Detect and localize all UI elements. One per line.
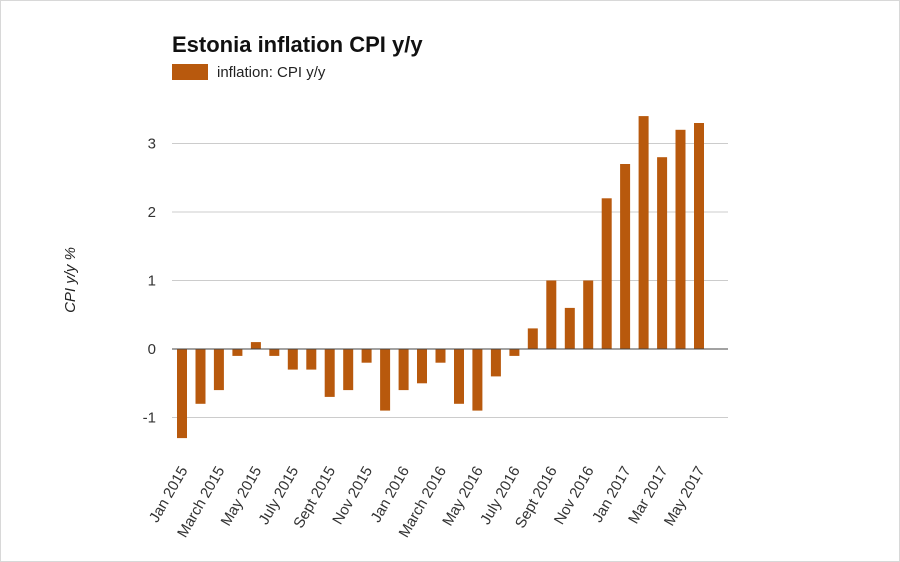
- bar: [324, 349, 335, 397]
- bar: [509, 349, 520, 356]
- bar: [287, 349, 298, 370]
- legend-label: inflation: CPI y/y: [217, 64, 326, 81]
- bar: [583, 280, 594, 349]
- y-tick-label: 1: [148, 273, 156, 290]
- bar: [361, 349, 372, 363]
- y-tick-label: 2: [148, 204, 156, 221]
- bar: [638, 116, 649, 349]
- bars: [177, 116, 704, 439]
- bar: [694, 123, 704, 349]
- bar: [490, 349, 501, 377]
- bar: [177, 349, 187, 439]
- bar: [306, 349, 317, 370]
- y-tick-label: 3: [148, 136, 156, 153]
- bar: [195, 349, 206, 404]
- bar: [527, 328, 538, 349]
- bar: [250, 342, 261, 349]
- chart-title: Estonia inflation CPI y/y: [172, 32, 423, 57]
- bar: [398, 349, 409, 391]
- y-tick-labels: -1 0 1 2 3: [143, 136, 156, 427]
- bar: [232, 349, 243, 356]
- bar: [454, 349, 464, 404]
- bar: [564, 307, 575, 349]
- bar: [343, 349, 354, 391]
- y-tick-label: 0: [148, 341, 156, 358]
- y-axis-label: CPI y/y %: [62, 247, 79, 313]
- bar: [601, 198, 612, 349]
- bar: [380, 349, 391, 411]
- gridlines: [172, 143, 728, 418]
- bar: [472, 349, 483, 411]
- bar: [269, 349, 280, 356]
- bar: [546, 280, 557, 349]
- bar: [417, 349, 427, 384]
- bar: [675, 129, 686, 349]
- legend-swatch: [172, 64, 208, 80]
- bar: [213, 349, 224, 391]
- bar: [435, 349, 446, 363]
- bar: [657, 157, 668, 349]
- y-tick-label: -1: [143, 410, 156, 427]
- bar: [620, 164, 631, 349]
